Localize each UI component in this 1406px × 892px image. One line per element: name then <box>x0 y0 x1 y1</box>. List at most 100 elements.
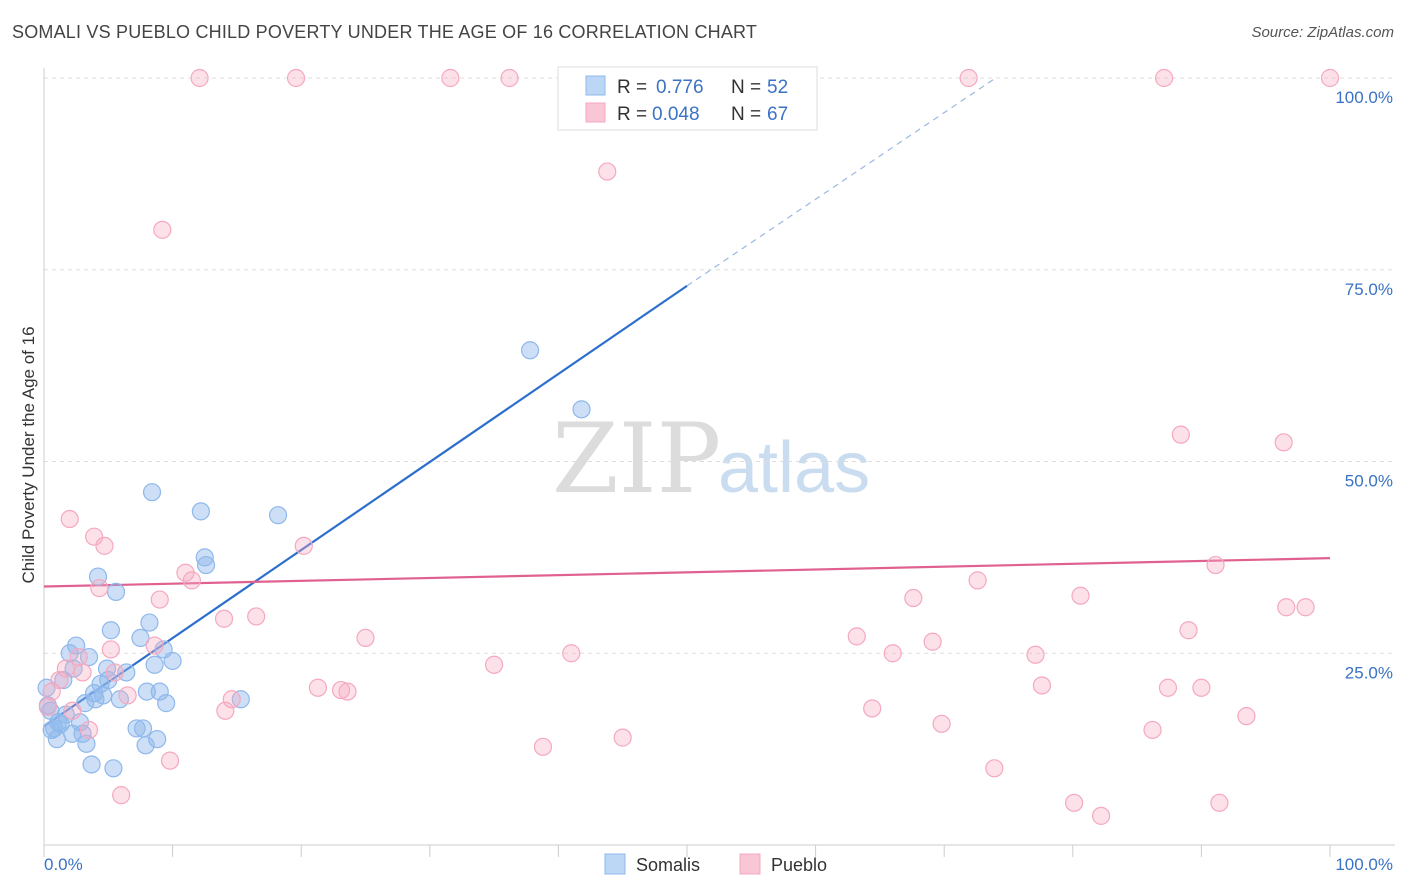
somali-point-35 <box>136 736 155 755</box>
pueblo-point-15 <box>118 686 137 705</box>
somali-point-27 <box>101 621 120 640</box>
pueblo-point-53 <box>1071 586 1090 605</box>
pueblo-point-64 <box>1274 433 1293 452</box>
somalis-legend-label: Somalis <box>636 855 700 875</box>
somali-point-37 <box>140 613 159 632</box>
pueblo-point-36 <box>533 737 553 756</box>
somalis-legend-swatch <box>604 853 626 875</box>
pueblo-point-19 <box>160 751 180 770</box>
pueblo-point-30 <box>331 680 351 700</box>
pueblo-point-44 <box>904 588 923 608</box>
somali-point-13 <box>67 636 86 655</box>
pueblo-point-46 <box>932 714 951 733</box>
somali-point-36 <box>137 682 156 701</box>
chart-title: SOMALI VS PUEBLO CHILD POVERTY UNDER THE… <box>12 22 758 42</box>
pueblo-point-50 <box>1026 645 1045 664</box>
pueblo-point-32 <box>356 628 375 648</box>
somali-point-7 <box>51 714 70 733</box>
x-tick-label-1: 100.0% <box>1335 855 1393 874</box>
pueblo-point-51 <box>1032 676 1052 695</box>
grid-lines <box>44 77 1395 654</box>
pueblo-point-13 <box>105 663 124 682</box>
pueblo-point-17 <box>150 590 169 609</box>
pueblo-point-18 <box>153 220 172 239</box>
pueblo-point-37 <box>562 644 581 663</box>
somali-point-51 <box>572 400 591 419</box>
somali-point-17 <box>77 734 96 753</box>
pueblo-point-6 <box>69 647 88 667</box>
somali-point-41 <box>150 682 169 701</box>
somali-point-38 <box>142 483 162 502</box>
somali-trend-extension <box>686 77 996 287</box>
pueblo-point-10 <box>90 578 109 598</box>
pueblo-point-43 <box>883 644 902 663</box>
y-tick-label-0: 25.0% <box>1345 663 1393 682</box>
pueblo-point-24 <box>216 701 235 720</box>
somali-r-label: R = <box>617 77 647 98</box>
watermark-atlas: atlas <box>718 428 870 508</box>
pueblo-point-39 <box>598 162 617 181</box>
pueblo-point-12 <box>101 640 120 659</box>
pueblo-r-value: 0.048 <box>652 104 700 125</box>
pueblo-r-label: R = <box>617 104 647 125</box>
top-legend: R = 0.776 N = 52 R = 0.048 N = 67 <box>557 66 818 131</box>
y-tick-label-2: 75.0% <box>1345 280 1393 299</box>
somali-point-46 <box>195 548 214 567</box>
pueblo-point-54 <box>1091 806 1111 825</box>
pueblo-point-62 <box>1210 793 1229 812</box>
pueblo-point-29 <box>308 678 328 697</box>
pueblo-point-42 <box>863 699 882 718</box>
y-tick-label-3: 100.0% <box>1335 88 1393 107</box>
pueblo-point-52 <box>1064 793 1084 812</box>
bottom-legend: Somalis Pueblo <box>604 853 827 875</box>
pueblo-point-25 <box>222 690 241 709</box>
pueblo-point-33 <box>441 68 460 88</box>
pueblo-point-34 <box>485 655 504 674</box>
pueblo-point-11 <box>95 536 114 555</box>
somali-point-5 <box>47 730 66 749</box>
somali-point-39 <box>145 655 164 674</box>
somali-point-45 <box>191 502 210 521</box>
pueblo-legend-swatch <box>585 102 606 123</box>
watermark-zip: ZIP <box>552 403 721 515</box>
somali-point-34 <box>133 719 153 738</box>
pueblo-point-59 <box>1179 621 1198 640</box>
somali-point-24 <box>94 686 113 705</box>
pueblo-point-5 <box>63 701 82 720</box>
pueblo-point-67 <box>1320 68 1340 88</box>
somali-point-12 <box>64 659 83 678</box>
somali-point-18 <box>79 647 99 667</box>
pueblo-point-56 <box>1155 68 1174 88</box>
source-credit: Source: ZipAtlas.com <box>1251 24 1394 41</box>
x-tick-label-0: 0.0% <box>44 855 83 874</box>
somali-point-49 <box>268 506 288 525</box>
pueblo-point-65 <box>1277 598 1296 617</box>
pueblo-point-49 <box>985 759 1004 778</box>
tick-labels: 25.0% 50.0% 75.0% 100.0% 0.0% 100.0% <box>44 88 1393 874</box>
somali-point-40 <box>148 730 167 749</box>
pueblo-point-61 <box>1206 555 1225 575</box>
pueblo-point-38 <box>613 728 632 747</box>
pueblo-point-0 <box>38 697 57 717</box>
pueblo-point-8 <box>79 720 99 740</box>
pueblo-point-41 <box>847 627 866 646</box>
pueblo-point-9 <box>85 527 104 546</box>
somali-point-33 <box>131 628 150 648</box>
pueblo-legend-label: Pueblo <box>771 855 827 875</box>
pueblo-point-4 <box>60 509 79 529</box>
data-points <box>37 68 1340 825</box>
somali-point-43 <box>157 694 176 713</box>
pueblo-point-23 <box>214 609 234 628</box>
pueblo-point-47 <box>959 68 978 88</box>
y-tick-label-1: 50.0% <box>1345 472 1393 491</box>
pueblo-point-55 <box>1143 720 1162 740</box>
pueblo-point-21 <box>182 571 201 590</box>
somali-point-47 <box>196 555 216 575</box>
somali-point-8 <box>54 670 73 690</box>
pueblo-n-label: N = <box>731 104 761 125</box>
pueblo-point-26 <box>247 607 266 626</box>
pueblo-trend-line <box>43 557 1331 588</box>
somali-n-value: 52 <box>767 77 788 98</box>
pueblo-bottom-legend-swatch <box>739 853 761 875</box>
